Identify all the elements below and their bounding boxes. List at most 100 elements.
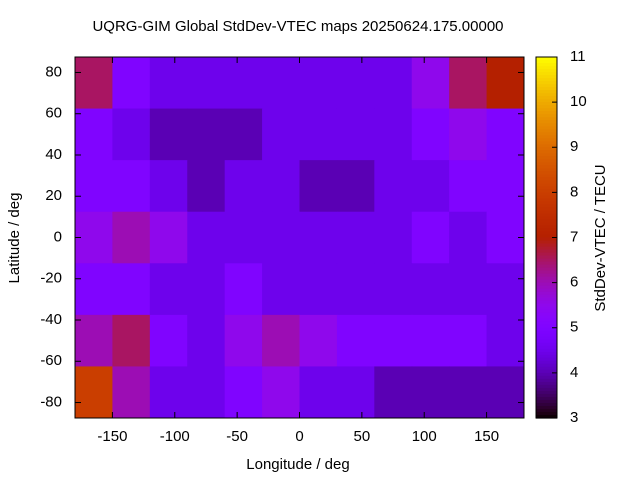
y-tick-label: 80 [45, 63, 62, 80]
colorbar-tick-label: 9 [570, 138, 578, 155]
heatmap-cell [449, 314, 488, 367]
colorbar-step [536, 315, 557, 320]
heatmap-cell [449, 160, 488, 213]
colorbar-step [536, 384, 557, 389]
colorbar-step [536, 258, 557, 263]
heatmap-cell [149, 314, 188, 367]
heatmap-cell [224, 108, 263, 161]
heatmap-cell [336, 160, 375, 213]
heatmap-cell [486, 366, 525, 419]
colorbar-step [536, 294, 557, 299]
colorbar-step [536, 135, 557, 139]
colorbar-step [536, 231, 557, 236]
colorbar-step [536, 132, 557, 136]
colorbar-step [536, 111, 557, 115]
heatmap-cell [224, 57, 263, 110]
heatmap-cell [486, 314, 525, 367]
heatmap-cell [149, 211, 188, 264]
heatmap-cell [262, 263, 300, 316]
heatmap-cell [112, 160, 151, 213]
heatmap-cell [411, 314, 450, 367]
heatmap-cell [486, 108, 525, 161]
colorbar-label: StdDev-VTEC / TECU [592, 164, 609, 311]
colorbar-tick-label: 5 [570, 319, 578, 336]
colorbar-step [536, 144, 557, 148]
colorbar-step [536, 99, 557, 103]
heatmap-cell [112, 211, 151, 264]
x-tick-label: 50 [354, 428, 371, 445]
colorbar-step [536, 114, 557, 118]
colorbar-step [536, 120, 557, 124]
chart-title: UQRG-GIM Global StdDev-VTEC maps 2025062… [92, 18, 503, 35]
colorbar-step [536, 174, 557, 178]
heatmap-cell [224, 314, 263, 367]
colorbar-step [536, 219, 557, 224]
colorbar-step [536, 228, 557, 233]
colorbar-step [536, 324, 557, 329]
colorbar-step [536, 318, 557, 323]
colorbar-step [536, 378, 557, 383]
colorbar-step [536, 312, 557, 317]
heatmap-cell [336, 366, 375, 419]
heatmap-cell [187, 160, 226, 213]
heatmap-cell [75, 211, 113, 264]
heatmap-cell [299, 211, 338, 264]
colorbar-step [536, 198, 557, 202]
colorbar-step [536, 207, 557, 212]
colorbar-step [536, 363, 557, 368]
y-tick-label: -20 [40, 270, 62, 287]
colorbar-step [536, 354, 557, 359]
colorbar: 3 4 5 6 7 8 9 10 11 [535, 48, 587, 426]
heatmap-cell [75, 160, 113, 213]
heatmap-cell [187, 108, 226, 161]
heatmap-cell [299, 160, 338, 213]
colorbar-step [536, 357, 557, 362]
colorbar-step [536, 348, 557, 353]
x-tick-label: -100 [160, 428, 190, 445]
colorbar-step [536, 123, 557, 127]
colorbar-step [536, 225, 557, 230]
colorbar-step [536, 306, 557, 311]
x-tick-label: 100 [412, 428, 437, 445]
colorbar-step [536, 372, 557, 377]
colorbar-step [536, 180, 557, 184]
heatmap-cell [224, 366, 263, 419]
colorbar-tick-label: 7 [570, 228, 578, 245]
y-tick-label: 40 [45, 146, 62, 163]
colorbar-step [536, 264, 557, 269]
colorbar-tick-label: 11 [570, 48, 586, 65]
heatmap-cell [374, 366, 413, 419]
colorbar-step [536, 252, 557, 257]
colorbar-step [536, 90, 557, 94]
x-tick-label: 0 [295, 428, 303, 445]
colorbar-step [536, 216, 557, 221]
heatmap-cell [336, 314, 375, 367]
heatmap-cell [374, 314, 413, 367]
colorbar-step [536, 414, 557, 419]
colorbar-step [536, 351, 557, 356]
heatmap-cell [262, 160, 300, 213]
heatmap-cell [411, 211, 450, 264]
colorbar-step [536, 78, 557, 82]
heatmap-cell [336, 57, 375, 110]
colorbar-step [536, 126, 557, 130]
colorbar-step [536, 327, 557, 332]
heatmap-cell [449, 57, 488, 110]
colorbar-step [536, 408, 557, 413]
colorbar-step [536, 270, 557, 275]
colorbar-step [536, 345, 557, 350]
heatmap-cell [75, 108, 113, 161]
heatmap-cell [449, 366, 488, 419]
heatmap-cell [299, 314, 338, 367]
colorbar-step [536, 105, 557, 109]
heatmap-cell [112, 108, 151, 161]
colorbar-step [536, 402, 557, 407]
heatmap [75, 57, 525, 419]
heatmap-cell [149, 108, 188, 161]
heatmap-cell [374, 57, 413, 110]
colorbar-tick-label: 8 [570, 183, 578, 200]
colorbar-step [536, 246, 557, 251]
heatmap-cell [187, 263, 226, 316]
heatmap-cell [112, 57, 151, 110]
heatmap-cell [187, 211, 226, 264]
